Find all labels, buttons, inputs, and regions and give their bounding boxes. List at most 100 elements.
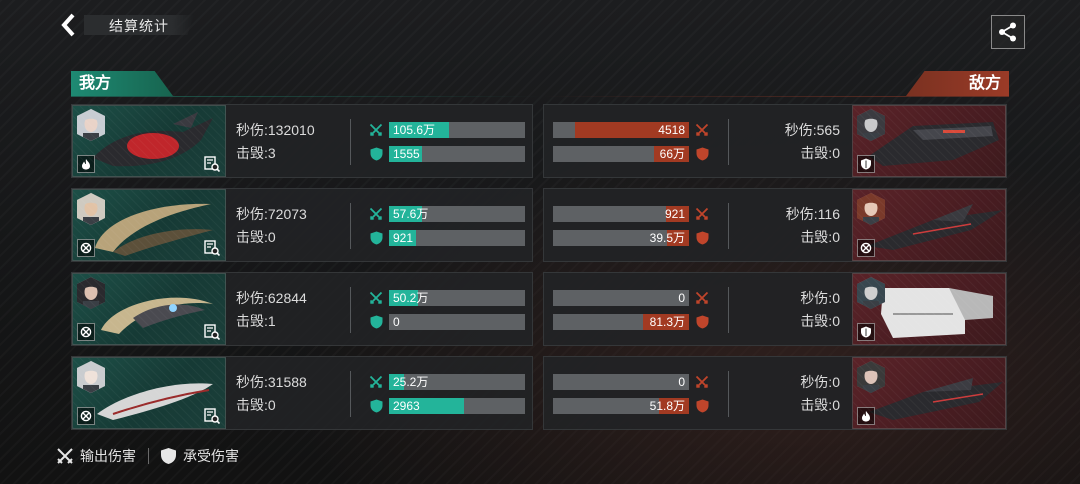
ally-stats: 秒伤:72073 击毁:0: [236, 203, 307, 249]
damage-dealt-bar: 105.6万: [369, 121, 525, 139]
dps-value: 秒伤:62844: [236, 290, 307, 306]
stat-separator: [728, 203, 729, 249]
pilot-portrait: [77, 109, 105, 141]
taken-bar-fill: [667, 230, 689, 246]
ship-image: [101, 297, 213, 334]
dealt-value: 0: [678, 291, 685, 305]
ally-ship-card[interactable]: [72, 105, 226, 177]
detail-search-icon: [204, 408, 220, 424]
damage-dealt-bar: 57.6万: [369, 205, 525, 223]
ship-detail-button[interactable]: [203, 323, 221, 341]
taken-value: 51.8万: [649, 399, 685, 413]
dealt-bar-fill: [574, 122, 689, 138]
ship-detail-button[interactable]: [203, 155, 221, 173]
shield-icon: [696, 399, 708, 413]
kills-value: 击毁:0: [800, 229, 840, 245]
kills-value: 击毁:3: [236, 145, 276, 161]
ship-image: [869, 378, 1003, 420]
ally-stats: 秒伤:62844 击毁:1: [236, 287, 307, 333]
dps-value: 秒伤:565: [784, 122, 840, 138]
crossed-swords-icon: [695, 375, 709, 389]
enemy-ship-card[interactable]: [852, 189, 1006, 261]
shield-icon: [696, 231, 708, 245]
dealt-value: 50.2万: [393, 291, 429, 305]
legend-separator: [148, 448, 149, 464]
ship-detail-button[interactable]: [203, 239, 221, 257]
taken-value: 1555: [393, 147, 420, 161]
dps-value: 秒伤:0: [800, 290, 840, 306]
detail-search-icon: [204, 240, 220, 256]
ally-stats: 秒伤:132010 击毁:3: [236, 119, 315, 165]
shield-icon: [161, 448, 176, 464]
pilot-portrait: [77, 361, 105, 393]
taken-value: 81.3万: [649, 315, 685, 329]
ship-class-badge: [857, 155, 875, 173]
pilot-portrait: [857, 109, 885, 141]
dealt-value: 105.6万: [393, 123, 436, 137]
enemy-ship-card[interactable]: [852, 273, 1006, 345]
ally-ship-card[interactable]: [72, 273, 226, 345]
shield-class-icon: [861, 158, 871, 170]
ship-class-badge: [77, 323, 95, 341]
ship-class-badge: [77, 407, 95, 425]
dps-value: 秒伤:31588: [236, 374, 307, 390]
kills-value: 击毁:0: [800, 313, 840, 329]
crossed-swords-icon: [695, 123, 709, 137]
pilot-portrait: [857, 277, 885, 309]
share-icon: [999, 22, 1016, 42]
target-class-icon: [80, 242, 92, 254]
damage-dealt-bar: 25.2万: [369, 373, 525, 391]
enemy-ship-card[interactable]: [852, 105, 1006, 177]
ship-detail-button[interactable]: [203, 407, 221, 425]
pilot-face-icon: [857, 109, 885, 141]
damage-taken-bar: 2963: [369, 397, 525, 415]
damage-taken-bar: 39.5万: [553, 229, 709, 247]
pilot-face-icon: [77, 361, 105, 393]
ship-class-badge: [857, 323, 875, 341]
enemy-row: 0 51.8万 秒伤:0 击毁:0: [543, 356, 1007, 430]
ally-row: 秒伤:72073 击毁:0 57.6万 921: [71, 188, 533, 262]
target-class-icon: [80, 410, 92, 422]
kills-value: 击毁:0: [800, 145, 840, 161]
crossed-swords-icon: [695, 291, 709, 305]
ally-ship-card[interactable]: [72, 189, 226, 261]
dps-value: 秒伤:132010: [236, 122, 315, 138]
dealt-value: 0: [678, 375, 685, 389]
ship-image: [97, 383, 213, 420]
damage-dealt-bar: 0: [553, 373, 709, 391]
enemy-row: 4518 66万 秒伤:565 击毁:0: [543, 104, 1007, 178]
dps-value: 秒伤:116: [785, 206, 840, 222]
damage-taken-bar: 0: [369, 313, 525, 331]
kills-value: 击毁:0: [800, 397, 840, 413]
ship-image: [869, 122, 999, 166]
share-button[interactable]: [991, 15, 1025, 49]
target-class-icon: [860, 242, 872, 254]
crossed-swords-icon: [695, 207, 709, 221]
pilot-portrait: [77, 277, 105, 309]
damage-dealt-bar: 0: [553, 289, 709, 307]
stat-separator: [350, 203, 351, 249]
damage-dealt-bar: 4518: [553, 121, 709, 139]
dps-value: 秒伤:72073: [236, 206, 307, 222]
pilot-face-icon: [857, 193, 885, 225]
ship-image: [881, 288, 993, 338]
damage-taken-bar: 51.8万: [553, 397, 709, 415]
enemy-ship-card[interactable]: [852, 357, 1006, 429]
ship-image: [93, 112, 213, 167]
legend-dealt-label: 输出伤害: [80, 448, 136, 464]
taken-bar-fill: [389, 398, 464, 414]
legend-dealt: 输出伤害: [56, 446, 136, 466]
dps-value: 秒伤:0: [800, 374, 840, 390]
pilot-face-icon: [857, 361, 885, 393]
enemy-stats: 秒伤:116 击毁:0: [786, 203, 840, 249]
ally-ship-card[interactable]: [72, 357, 226, 429]
taken-value: 2963: [393, 399, 420, 413]
shield-class-icon: [861, 326, 871, 338]
enemy-stats: 秒伤:0 击毁:0: [800, 371, 840, 417]
title-bar: [84, 15, 194, 35]
pilot-portrait: [857, 361, 885, 393]
damage-taken-bar: 66万: [553, 145, 709, 163]
back-button[interactable]: [56, 12, 82, 38]
taken-bar-fill: [642, 314, 689, 330]
dealt-value: 57.6万: [393, 207, 429, 221]
